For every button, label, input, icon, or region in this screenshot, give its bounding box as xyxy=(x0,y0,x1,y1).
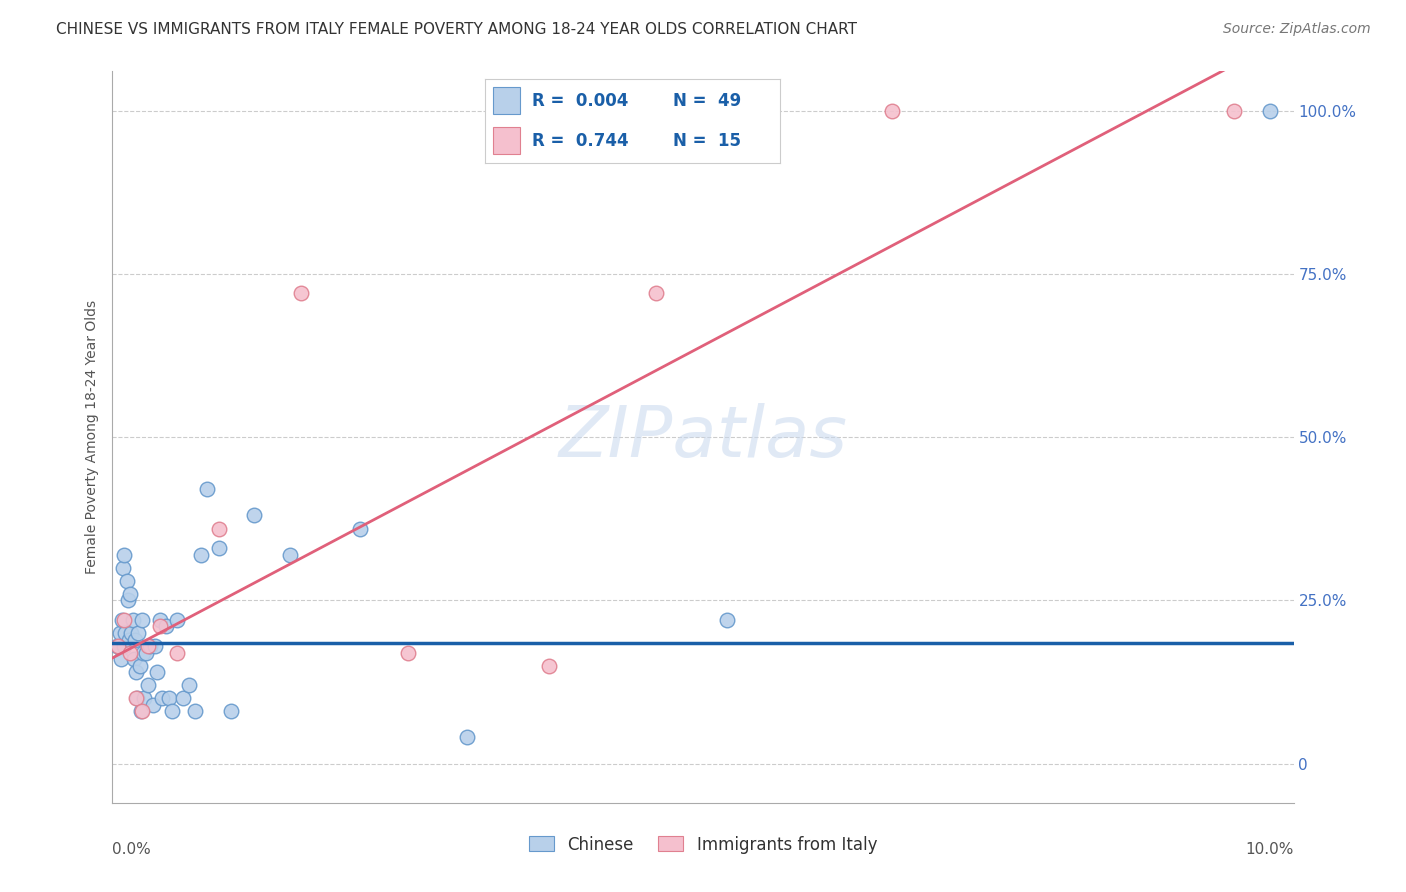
Text: CHINESE VS IMMIGRANTS FROM ITALY FEMALE POVERTY AMONG 18-24 YEAR OLDS CORRELATIO: CHINESE VS IMMIGRANTS FROM ITALY FEMALE … xyxy=(56,22,858,37)
Point xyxy=(114,626,136,640)
Point xyxy=(184,705,207,719)
Point xyxy=(112,560,135,574)
Point xyxy=(219,705,242,719)
Point xyxy=(1258,103,1281,118)
Point xyxy=(125,691,148,706)
Point xyxy=(125,665,148,680)
Point xyxy=(716,613,738,627)
Point xyxy=(115,574,138,588)
Point xyxy=(112,639,135,653)
Point xyxy=(155,619,177,633)
Point xyxy=(124,632,146,647)
Point xyxy=(538,658,561,673)
Y-axis label: Female Poverty Among 18-24 Year Olds: Female Poverty Among 18-24 Year Olds xyxy=(86,300,100,574)
Point xyxy=(190,548,212,562)
Point xyxy=(208,541,231,555)
Point xyxy=(120,587,142,601)
Point xyxy=(136,678,159,692)
Point xyxy=(135,646,157,660)
Point xyxy=(127,691,149,706)
Point xyxy=(349,521,371,535)
Text: 0.0%: 0.0% xyxy=(112,842,152,856)
Point xyxy=(208,521,231,535)
Point xyxy=(118,632,141,647)
Point xyxy=(117,593,139,607)
Point xyxy=(121,613,143,627)
Point xyxy=(149,619,172,633)
Point xyxy=(179,678,201,692)
Point xyxy=(146,665,169,680)
Point xyxy=(278,548,301,562)
Point xyxy=(127,626,149,640)
Point xyxy=(149,613,172,627)
Point xyxy=(131,705,153,719)
Point xyxy=(122,652,145,666)
Point xyxy=(128,658,150,673)
Point xyxy=(108,626,131,640)
Point xyxy=(129,705,152,719)
Point xyxy=(120,626,142,640)
Point xyxy=(112,548,135,562)
Point xyxy=(136,639,159,653)
Point xyxy=(132,646,155,660)
Point xyxy=(290,286,312,301)
Text: ZIPatlas: ZIPatlas xyxy=(558,402,848,472)
Point xyxy=(644,286,666,301)
Point xyxy=(142,698,165,712)
Point xyxy=(157,691,180,706)
Point xyxy=(166,613,188,627)
Point xyxy=(456,731,478,745)
Point xyxy=(134,691,156,706)
Point xyxy=(131,613,153,627)
Point xyxy=(112,613,135,627)
Point xyxy=(396,646,419,660)
Point xyxy=(107,639,129,653)
Point xyxy=(160,705,183,719)
Point xyxy=(120,646,142,660)
Point xyxy=(880,103,903,118)
Point xyxy=(195,483,218,497)
Point xyxy=(143,639,166,653)
Point xyxy=(111,613,134,627)
Point xyxy=(166,646,188,660)
Point xyxy=(105,639,128,653)
Point xyxy=(139,639,162,653)
Point xyxy=(243,508,266,523)
Point xyxy=(1223,103,1246,118)
Text: Source: ZipAtlas.com: Source: ZipAtlas.com xyxy=(1223,22,1371,37)
Point xyxy=(150,691,173,706)
Text: 10.0%: 10.0% xyxy=(1246,842,1294,856)
Point xyxy=(110,652,132,666)
Point xyxy=(172,691,194,706)
Legend: Chinese, Immigrants from Italy: Chinese, Immigrants from Italy xyxy=(522,829,884,860)
